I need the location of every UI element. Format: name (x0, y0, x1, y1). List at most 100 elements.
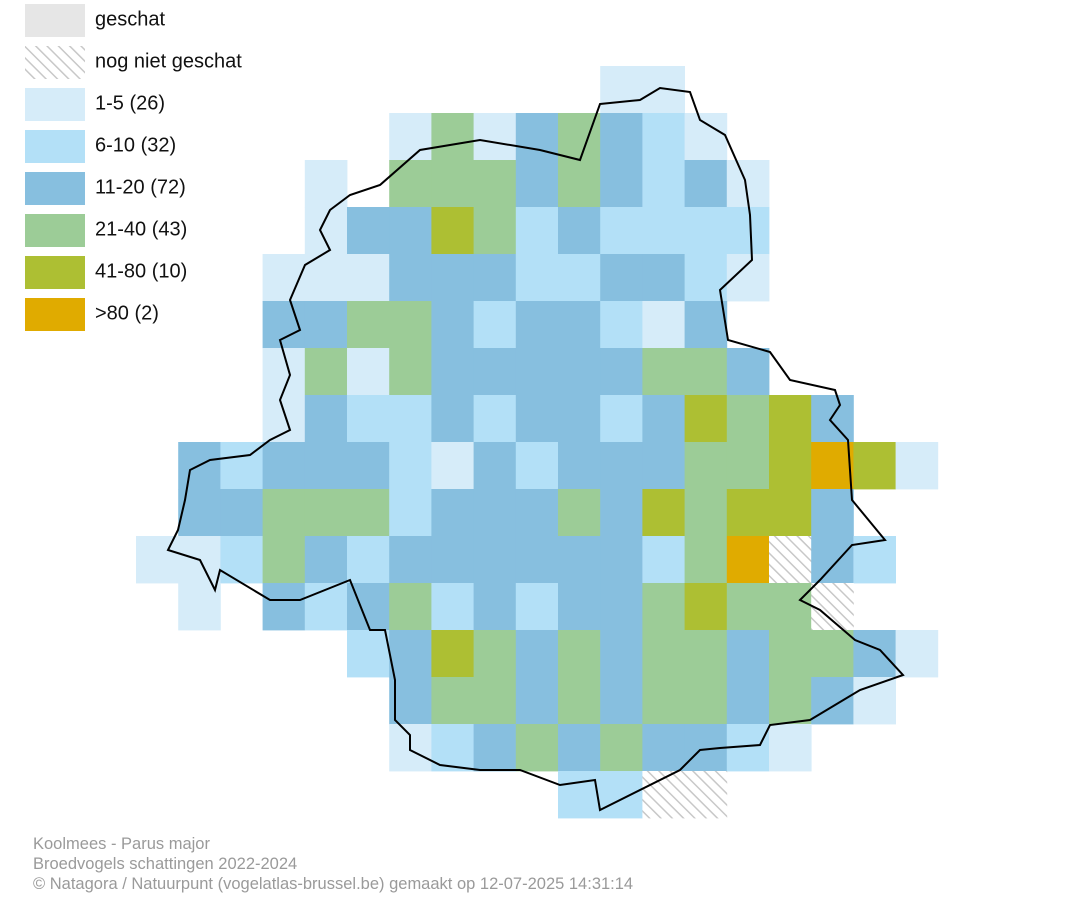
grid-cell (642, 348, 685, 396)
grid-cell (642, 724, 685, 772)
grid-cell (431, 113, 474, 161)
grid-cell (431, 254, 474, 302)
grid-cell (389, 254, 432, 302)
grid-cell (769, 677, 812, 725)
grid-cell (389, 160, 432, 208)
grid-cell (642, 395, 685, 443)
grid-cell (600, 724, 643, 772)
grid-cell (726, 536, 770, 584)
grid-cell (600, 677, 643, 725)
grid-cell (389, 207, 432, 255)
grid-cell (811, 677, 854, 725)
grid-cell (262, 583, 306, 631)
grid-cell (558, 395, 601, 443)
legend-label: 1-5 (26) (95, 92, 165, 114)
grid-cell (558, 160, 601, 208)
grid-cell (304, 301, 348, 349)
grid-cell (769, 536, 812, 584)
grid-cell (473, 207, 517, 255)
grid-cell (684, 207, 728, 255)
grid-cell (684, 677, 728, 725)
grid-cell (304, 395, 348, 443)
legend-label: geschat (95, 8, 165, 30)
grid-cell (558, 254, 601, 302)
grid-cell (473, 442, 517, 490)
grid-cell (684, 348, 728, 396)
grid-cell (642, 160, 685, 208)
grid-cell (431, 395, 474, 443)
grid-cell (684, 160, 728, 208)
grid-cell (558, 442, 601, 490)
grid-cell (811, 536, 854, 584)
grid-cell (347, 301, 390, 349)
legend-label: nog niet geschat (95, 50, 242, 72)
grid-cell (684, 489, 728, 537)
grid-cell (347, 254, 390, 302)
grid-cell (389, 395, 432, 443)
grid-cell (473, 113, 517, 161)
grid-cell (473, 630, 517, 678)
grid-cell (600, 395, 643, 443)
grid-cell (431, 489, 474, 537)
grid-cell (642, 583, 685, 631)
grid-cell (389, 348, 432, 396)
grid-cell (178, 489, 221, 537)
grid-cell (769, 724, 812, 772)
grid-cell (600, 442, 643, 490)
grid-cell (895, 442, 939, 490)
grid-cell (431, 583, 474, 631)
grid-cell (473, 160, 517, 208)
grid-cell (600, 630, 643, 678)
grid-cell (769, 442, 812, 490)
grid-cell (347, 630, 390, 678)
grid-cell (600, 583, 643, 631)
footer-line: Broedvogels schattingen 2022-2024 (33, 855, 297, 873)
grid-cell (600, 771, 643, 819)
grid-cell (262, 536, 306, 584)
grid-cell (473, 254, 517, 302)
grid-cell (347, 442, 390, 490)
grid-cell (431, 442, 474, 490)
grid-cell (220, 536, 263, 584)
grid-cell (515, 724, 559, 772)
grid-cell (347, 348, 390, 396)
grid-cell (473, 677, 517, 725)
grid-cell (600, 489, 643, 537)
grid-cell (811, 583, 854, 631)
grid-cell (262, 395, 306, 443)
grid-cell (558, 348, 601, 396)
region-boundary (166, 86, 905, 812)
grid-cell (600, 113, 643, 161)
grid-cell (600, 66, 643, 114)
grid-cell (684, 583, 728, 631)
grid-cell (642, 254, 685, 302)
grid-cell (600, 207, 643, 255)
grid-cell (515, 583, 559, 631)
grid-cell (262, 254, 306, 302)
grid-cell (558, 489, 601, 537)
grid-cell (684, 630, 728, 678)
grid-cell (684, 113, 728, 161)
grid-cell (600, 536, 643, 584)
grid-cell (431, 348, 474, 396)
legend-swatch (25, 88, 85, 121)
grid-cell (811, 489, 854, 537)
grid-cell (431, 301, 474, 349)
legend-swatch (25, 172, 85, 205)
grid-cell (558, 301, 601, 349)
grid-cell (347, 395, 390, 443)
legend-label: 21-40 (43) (95, 218, 187, 240)
grid-cell (515, 395, 559, 443)
legend-label: >80 (2) (95, 302, 159, 324)
grid-cell (769, 395, 812, 443)
grid-cell (684, 301, 728, 349)
legend-swatch (25, 4, 85, 37)
legend-swatch (25, 214, 85, 247)
grid-cell (558, 207, 601, 255)
grid-cell (389, 677, 432, 725)
grid-cell (431, 630, 474, 678)
grid-cell (473, 583, 517, 631)
grid-cell (473, 536, 517, 584)
grid-cell (726, 489, 770, 537)
grid-cell (642, 442, 685, 490)
